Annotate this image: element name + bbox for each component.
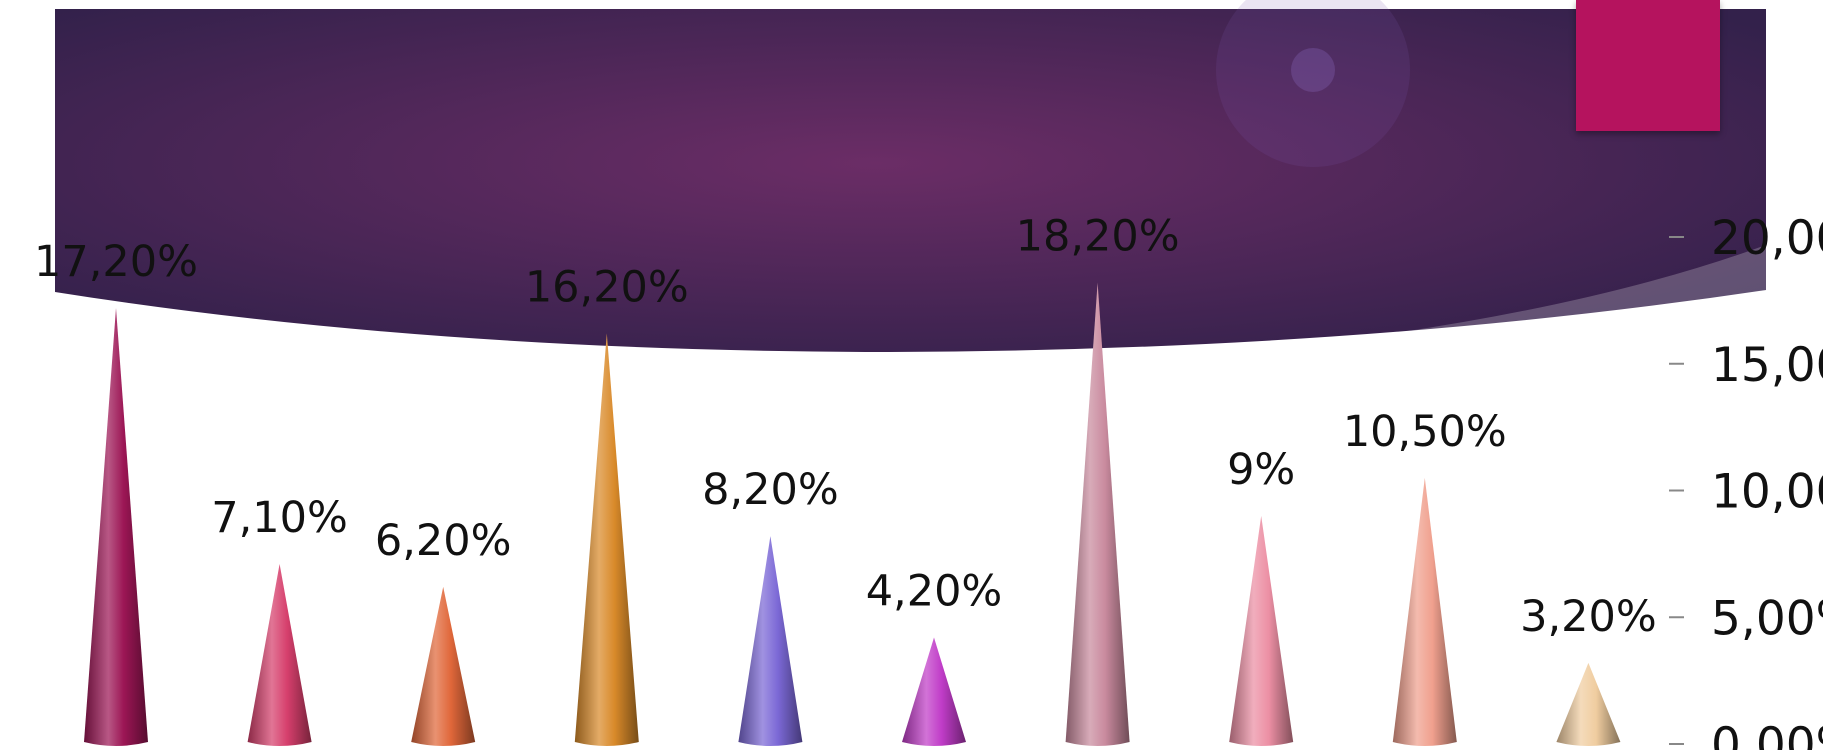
data-label: 17,20% <box>34 237 198 287</box>
y-tick-label: 15,00% <box>1711 338 1823 393</box>
bar-cone <box>738 536 803 746</box>
bar-cone <box>411 586 476 746</box>
bar-cone <box>1392 477 1457 746</box>
bar-cone <box>247 564 312 746</box>
bar-cone <box>1229 515 1294 746</box>
data-label: 10,50% <box>1343 407 1507 457</box>
decor-circle-outer <box>1216 0 1410 167</box>
data-label: 7,10% <box>211 493 348 543</box>
accent-square <box>1576 0 1720 131</box>
bar-cone <box>1556 662 1621 746</box>
y-tick-label: 0,00% <box>1711 718 1823 750</box>
data-label: 16,20% <box>525 262 689 312</box>
data-label: 9% <box>1227 445 1295 495</box>
bar-cone <box>84 307 148 746</box>
data-label: 18,20% <box>1016 212 1180 262</box>
y-axis: 0,00% 5,00% 10,00% 15,00% 20,00% <box>1669 211 1823 750</box>
y-tick-label: 10,00% <box>1711 465 1823 520</box>
data-label: 3,20% <box>1520 592 1657 642</box>
decor-circle-inner <box>1291 48 1335 92</box>
banner-background <box>55 9 1766 352</box>
data-labels: 17,20% 7,10% 6,20% 16,20% 8,20% 4,20% 18,20% 9%… <box>34 212 1657 642</box>
bars <box>84 282 1621 746</box>
bar-cone <box>902 637 966 746</box>
bar-cone <box>574 333 639 746</box>
data-label: 4,20% <box>866 567 1003 617</box>
y-tick-label: 5,00% <box>1711 591 1823 646</box>
y-tick-label: 20,00% <box>1711 211 1823 266</box>
data-label: 6,20% <box>375 516 512 566</box>
bar-cone <box>1065 282 1130 746</box>
data-label: 8,20% <box>702 465 839 515</box>
banner-swoosh <box>1240 245 1766 352</box>
